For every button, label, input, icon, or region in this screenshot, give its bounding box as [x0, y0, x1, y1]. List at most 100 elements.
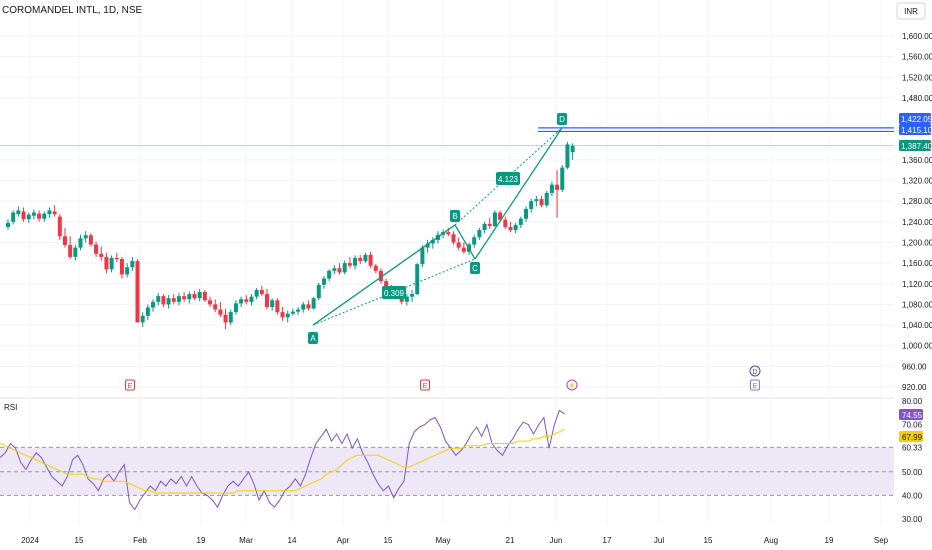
candle-body	[384, 281, 389, 288]
rsi-pane-title[interactable]: RSI	[4, 403, 17, 412]
price-tick-label: 1,120.00	[902, 280, 932, 289]
candle-body	[223, 314, 228, 323]
candle-body	[233, 303, 238, 313]
candle-body	[119, 258, 124, 275]
candle-body	[68, 245, 73, 257]
price-tick-label: 1,560.00	[902, 53, 932, 62]
candle-body	[353, 257, 358, 266]
candle-body	[259, 289, 264, 295]
time-axis[interactable]: 2024 15 Feb 19 Mar 14 Apr 15 May 21 Jun 17 Jul 15 Aug 1…	[21, 536, 889, 545]
candle-body	[373, 265, 378, 271]
candle-body	[316, 284, 321, 299]
rsi-value-label: 67.99	[902, 433, 923, 442]
event-marker-label: E	[753, 383, 758, 390]
event-marker-shape	[749, 365, 761, 377]
candle-body	[555, 184, 560, 190]
rsi-line	[0, 409, 565, 511]
abcd-pattern: A B C D 0.309 4.123	[308, 113, 567, 344]
rsi-value-box	[899, 431, 923, 442]
event-marker-label: E	[128, 383, 133, 390]
rsi-tick-label: 30.00	[902, 515, 923, 524]
candle-body	[404, 296, 409, 302]
candle-body	[415, 264, 420, 295]
price-tick-label: 1,600.00	[902, 32, 932, 41]
candle-body	[47, 210, 52, 215]
pattern-point-label: C	[472, 264, 478, 273]
pattern-ratio-label: 0.309	[384, 289, 405, 298]
pattern-point-box	[308, 332, 318, 344]
candle-body	[529, 201, 534, 209]
time-tick-label: May	[435, 536, 450, 545]
price-axis[interactable]: 920.00 960.00 1,000.00 1,040.00 1,080.00 1,12…	[899, 32, 932, 392]
candle-body	[482, 223, 487, 231]
price-tick-label: 1,320.00	[902, 177, 932, 186]
candle-body	[52, 211, 57, 215]
candle-body	[332, 268, 337, 271]
pattern-leg-bc	[454, 224, 476, 260]
candle-body	[446, 232, 451, 235]
time-tick-label: 17	[603, 536, 612, 545]
price-label-box	[899, 113, 931, 124]
price-tick-label: 1,360.00	[902, 156, 932, 165]
candle-body	[410, 294, 415, 297]
price-label: 1,387.40	[901, 142, 932, 151]
candle-body	[539, 199, 544, 206]
candle-body	[549, 184, 554, 193]
time-tick-label: Apr	[337, 536, 350, 545]
candle-body	[498, 212, 503, 220]
event-marker-shape	[750, 379, 760, 391]
rsi-value-label: 74.55	[902, 411, 923, 420]
candle-body	[565, 144, 570, 168]
candle-body	[524, 208, 528, 219]
currency-button[interactable]	[896, 2, 926, 20]
time-tick-label: 2024	[21, 536, 39, 545]
symbol-title[interactable]: COROMANDEL INTL, 1D, NSE	[2, 5, 143, 16]
candle-body	[151, 301, 156, 308]
rsi-tick-label: 50.00	[902, 468, 923, 477]
rsi-ma-line	[0, 428, 565, 494]
candle-body	[176, 296, 181, 302]
candle-body	[62, 236, 67, 246]
candle-body	[472, 237, 477, 245]
candle-body	[290, 311, 295, 314]
price-tick-label: 1,200.00	[902, 238, 932, 247]
time-tick-label: Mar	[239, 536, 253, 545]
candle-body	[83, 235, 88, 239]
event-marker-label: E	[423, 383, 428, 390]
horizontal-lines	[0, 127, 894, 147]
candle-body	[182, 296, 187, 300]
event-marker-label: D	[752, 369, 757, 376]
candle-body	[109, 257, 114, 270]
event-markers: E E ⚡DE	[125, 365, 761, 391]
rsi-value-box	[899, 409, 923, 420]
candle-body	[42, 213, 47, 219]
candle-body	[192, 294, 197, 299]
candle-body	[321, 278, 326, 285]
candle-body	[187, 294, 192, 300]
rsi-axis[interactable]: 30.00 40.00 50.00 60.33 70.06 80.00 74.55 67.99	[899, 397, 923, 524]
currency-label[interactable]: INR	[904, 7, 918, 16]
candle-body	[88, 235, 93, 245]
candle-body	[26, 214, 31, 220]
pattern-line-ac	[312, 258, 476, 326]
candle-body	[208, 300, 213, 305]
candle-body	[503, 219, 508, 227]
candle-body	[451, 234, 456, 243]
candle-body	[280, 312, 285, 318]
price-label: 1,415.10	[901, 126, 932, 135]
candle-body	[492, 212, 497, 226]
candle-body	[477, 230, 482, 238]
candle-body	[78, 238, 83, 248]
candle-body	[202, 292, 207, 301]
candle-body	[275, 300, 280, 313]
candle-body	[94, 244, 99, 254]
time-tick-label: 14	[288, 536, 297, 545]
candle-body	[270, 300, 275, 307]
candle-body	[254, 289, 259, 297]
price-tick-label: 960.00	[902, 362, 927, 371]
candle-body	[513, 224, 518, 231]
candle-body	[135, 261, 140, 323]
candle-body	[363, 254, 368, 262]
candle-body	[125, 267, 130, 275]
time-tick-label: 15	[704, 536, 713, 545]
